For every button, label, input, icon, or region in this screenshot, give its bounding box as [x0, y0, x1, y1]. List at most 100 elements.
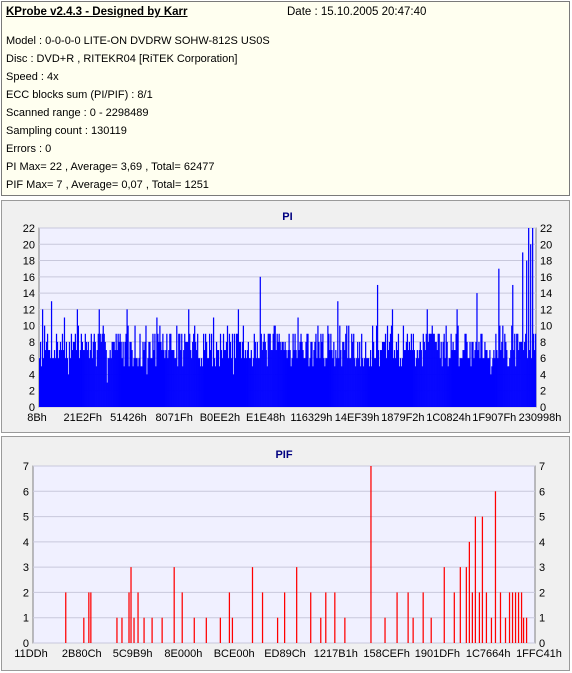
pif-bar — [520, 592, 523, 643]
pif-bar — [396, 592, 398, 643]
pi-bar — [141, 366, 143, 407]
pi-bar — [257, 358, 259, 407]
pif-xtick: 1901DFh — [415, 648, 460, 660]
pi-bar — [262, 341, 264, 407]
pi-xtick: 14EF39h — [335, 412, 380, 424]
pi-bar — [185, 341, 187, 407]
pi-bar — [160, 341, 162, 407]
pif-bar — [205, 617, 207, 643]
pi-bar — [415, 358, 417, 407]
pif-bar — [130, 567, 132, 643]
pi-bar — [204, 350, 206, 407]
pi-bar — [494, 358, 496, 407]
pi-bar — [47, 350, 50, 407]
pi-bar — [329, 350, 331, 407]
pi-bar — [157, 333, 159, 407]
pi-xtick: 8Bh — [27, 412, 47, 424]
pi-bar — [446, 341, 448, 407]
pi-bar — [434, 341, 436, 407]
pi-bar — [448, 358, 450, 407]
pif-bar — [231, 617, 234, 643]
pi-bar — [317, 325, 319, 407]
pi-bar — [226, 325, 229, 407]
pi-bar — [324, 366, 326, 407]
pi-bar — [40, 366, 43, 407]
pi-bar — [240, 358, 243, 407]
pi-bar — [286, 358, 288, 407]
pif-bar — [485, 592, 488, 643]
pi-bar — [461, 358, 463, 407]
pif-bar — [453, 592, 455, 643]
pi-bar — [106, 382, 108, 407]
pi-bar — [455, 333, 457, 407]
pi-bar — [206, 358, 209, 407]
pi-bar — [223, 350, 226, 407]
pi-bar — [212, 317, 215, 407]
pi-ytick-right: 6 — [540, 353, 546, 365]
info-model: Model : 0-0-0-0 LITE-ON DVDRW SOHW-812S … — [6, 35, 270, 47]
pi-bar — [56, 341, 59, 407]
pi-bar — [477, 350, 479, 407]
pi-bar — [355, 366, 357, 407]
pif-bar — [384, 617, 386, 643]
pi-bar — [92, 341, 94, 407]
pi-ytick-left: 10 — [23, 321, 35, 333]
pi-bar — [487, 358, 489, 407]
pi-bar — [49, 358, 52, 407]
pi-bar — [395, 341, 398, 407]
pi-bar — [397, 333, 400, 407]
pi-bar — [187, 341, 189, 407]
pi-bar — [82, 350, 84, 407]
pi-bar — [318, 341, 320, 407]
pi-ytick-left: 20 — [23, 239, 35, 251]
info-panel: KProbe v2.4.3 - Designed by Karr Date : … — [1, 1, 570, 196]
pi-bar — [459, 358, 461, 407]
pi-bar — [370, 350, 372, 407]
pif-ytick-left: 6 — [23, 486, 29, 498]
pi-bar — [283, 350, 285, 407]
pif-bar — [370, 466, 372, 643]
pi-bar — [164, 358, 166, 407]
pi-bar — [358, 358, 360, 407]
pif-xtick: 8E000h — [164, 648, 202, 660]
pif-bar — [137, 592, 139, 643]
pi-bar — [325, 358, 327, 407]
pi-bar — [248, 358, 250, 407]
pi-ytick-right: 4 — [540, 369, 546, 381]
pif-bar — [504, 617, 507, 643]
pi-bar — [333, 341, 335, 407]
pi-bar — [371, 325, 374, 407]
pif-bar — [284, 592, 286, 643]
pi-bar — [110, 358, 112, 407]
pi-bar — [189, 333, 191, 407]
pif-bar — [422, 592, 424, 643]
pi-bar — [292, 333, 294, 407]
pi-bar — [166, 333, 168, 407]
pi-bar — [440, 341, 442, 407]
pi-bar — [114, 350, 116, 407]
pi-bar — [339, 325, 341, 407]
pi-bar — [405, 341, 408, 407]
pi-bar — [43, 325, 46, 407]
pi-bar — [338, 358, 340, 407]
pif-bar — [481, 516, 484, 643]
pi-bar — [398, 366, 401, 407]
pi-bar — [310, 341, 312, 407]
pi-bar — [213, 358, 216, 407]
pi-bar — [73, 341, 76, 407]
pi-bar — [58, 350, 61, 407]
pi-bar — [233, 333, 236, 407]
pif-bar — [407, 592, 409, 643]
pif-bar — [116, 617, 118, 643]
pi-bar — [256, 341, 258, 407]
pi-bar — [441, 366, 443, 407]
pi-bar — [505, 341, 507, 407]
pi-bar — [39, 341, 42, 407]
pi-bar — [373, 358, 376, 407]
pi-bar — [211, 366, 214, 407]
pi-bar — [149, 341, 151, 407]
pi-bar — [64, 358, 67, 407]
pi-bar — [161, 350, 163, 407]
pi-bar — [269, 333, 271, 407]
pi-bar — [79, 350, 81, 407]
